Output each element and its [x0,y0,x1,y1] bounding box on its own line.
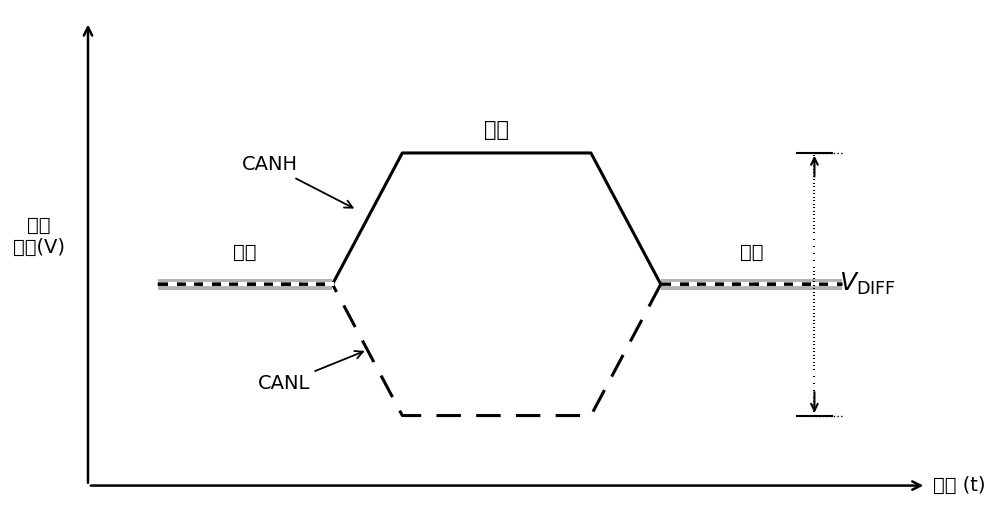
Text: CANL: CANL [257,351,363,393]
Text: CANH: CANH [242,155,353,207]
Text: 电压
电平(V): 电压 电平(V) [13,216,65,256]
Text: 隐性: 隐性 [740,244,763,262]
Bar [158,279,332,289]
Bar [661,279,842,289]
Text: 显性: 显性 [484,120,509,140]
Text: 时间 (t): 时间 (t) [933,476,986,495]
Text: $V_\mathrm{DIFF}$: $V_\mathrm{DIFF}$ [839,271,896,297]
Text: 隐性: 隐性 [233,244,257,262]
